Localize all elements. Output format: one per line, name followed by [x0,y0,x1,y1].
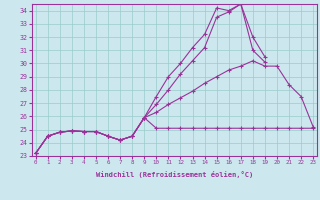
X-axis label: Windchill (Refroidissement éolien,°C): Windchill (Refroidissement éolien,°C) [96,171,253,178]
